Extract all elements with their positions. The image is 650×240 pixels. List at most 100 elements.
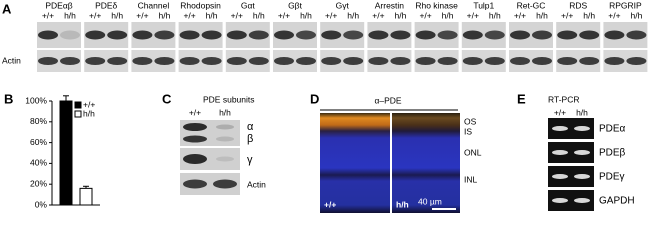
band [390,30,411,40]
band [579,57,600,65]
genotype-label: h/h [489,10,501,20]
bar [79,187,93,206]
band [296,30,316,40]
genotype-label: h/h [253,10,265,20]
band [85,30,106,40]
band [183,154,207,164]
blot [180,148,240,170]
genotype-label: +/+ [183,10,195,20]
layer-label: INL [464,174,478,184]
genotype-label: +/+ [89,10,101,20]
band [154,57,175,65]
band [604,57,625,65]
protein-label: Arrestin [375,0,405,10]
protein-label: PDEαβ [45,0,72,10]
y-tick-label: 20% [30,178,47,188]
y-tick-label: 60% [30,137,47,147]
band [626,57,647,65]
row-label: PDEγ [599,172,625,183]
band [462,30,483,40]
blot [37,50,81,72]
band [179,30,200,40]
band [248,30,269,40]
blot [367,50,412,72]
band [604,30,625,40]
row-label: β [247,133,253,145]
legend-swatch [74,101,82,109]
y-tick-label: 100% [25,95,47,105]
blot [225,50,270,72]
protein-label: RDS [569,0,587,10]
protein-label: Gγt [336,0,350,10]
genotype-label: h/h [158,10,170,20]
band [183,135,207,143]
band [321,57,342,65]
scale-bar-label: 40 µm [418,196,442,206]
band [216,124,234,130]
y-tick-label: 40% [30,158,47,168]
band [368,30,389,40]
band [552,150,568,155]
gel [548,190,594,211]
protein-label: Gαt [241,0,256,10]
genotype-label: h/h [394,10,406,20]
panel-label: D [310,91,319,106]
genotype-label: h/h [206,10,218,20]
band [85,57,106,65]
band [183,179,207,189]
band [532,30,552,40]
panel-label: B [4,91,13,106]
band [132,30,153,40]
genotype-label: +/+ [608,10,620,20]
genotype-label: h/h [347,10,359,20]
protein-label: Tulp1 [473,0,494,10]
bar [59,100,73,206]
genotype-label: +/+ [325,10,337,20]
band [38,57,58,65]
blot [273,50,317,72]
genotype-label: +/+ [561,10,573,20]
band [60,57,80,65]
protein-label: RPGRIP [609,0,642,10]
band [201,57,222,65]
band [510,57,530,65]
gel [548,166,594,187]
band [154,30,175,40]
protein-label: Gβt [288,0,303,10]
genotype-label: +/+ [278,10,290,20]
blot [180,173,240,195]
panel-title: α–PDE [374,95,401,105]
genotype-label: h/h [219,107,231,117]
blot [131,50,176,72]
genotype-label: h/h [442,10,454,20]
band [38,30,58,40]
genotype-label: h/h [396,199,409,209]
row-label: PDEβ [599,148,626,159]
band [296,57,316,65]
band [179,57,200,65]
band [390,57,411,65]
band [226,57,247,65]
layer-label: OS [464,116,477,126]
figure: A Actin B C PDE subunits D α–PDE +/+ h/h… [2,0,648,213]
y-tick-label: 0% [35,199,48,209]
genotype-label: h/h [583,10,595,20]
blot [603,50,648,72]
band [415,30,436,40]
genotype-label: h/h [111,10,123,20]
genotype-label: h/h [576,107,588,117]
genotype-label: h/h [300,10,312,20]
gel [548,142,594,163]
band [132,57,153,65]
band [107,30,128,40]
band [626,30,647,40]
band [437,30,458,40]
band [484,30,505,40]
protein-label: Channel [138,0,170,10]
band [213,179,237,189]
band [552,174,568,179]
band [484,57,505,65]
layer-label: IS [464,126,472,136]
band [60,30,80,40]
band [248,57,269,65]
